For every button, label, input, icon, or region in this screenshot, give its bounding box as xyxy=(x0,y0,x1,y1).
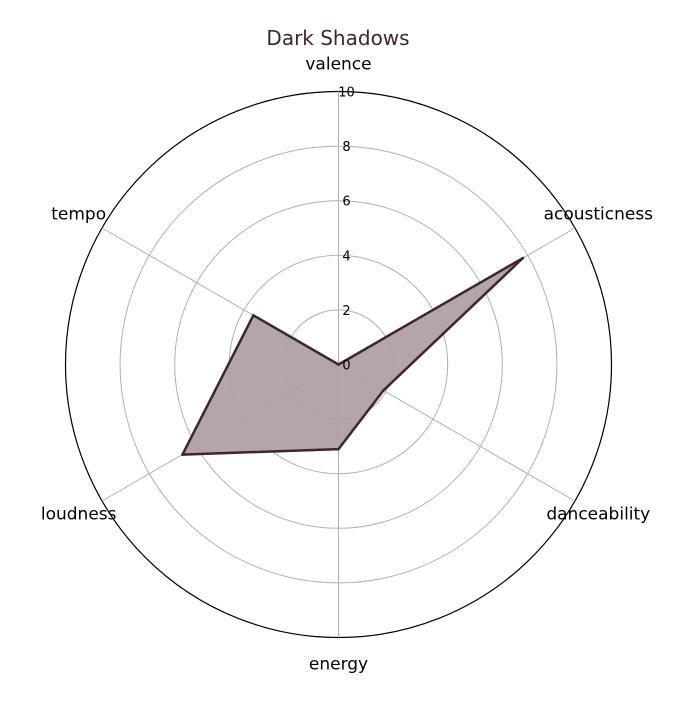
data-point-acousticness xyxy=(521,256,525,260)
axis-labels: valence acousticness danceability energy lou… xyxy=(41,55,653,675)
axis-label-loudness: loudness xyxy=(41,505,117,525)
axis-label-danceability: danceability xyxy=(546,505,650,525)
data-point-loudness xyxy=(181,453,184,456)
r-tick-label: 0 xyxy=(342,359,350,374)
r-tick-label: 8 xyxy=(342,140,350,155)
chart-title: Dark Shadows xyxy=(266,26,409,50)
axis-label-valence: valence xyxy=(305,55,371,75)
axis-label-tempo: tempo xyxy=(51,205,106,225)
r-tick-label: 6 xyxy=(342,195,350,210)
r-tick-label: 2 xyxy=(342,304,350,319)
data-point-tempo xyxy=(252,314,255,317)
axis-label-acousticness: acousticness xyxy=(544,205,654,225)
axis-label-energy: energy xyxy=(309,655,368,675)
radial-tick-labels: 0 2 4 6 8 10 xyxy=(338,86,355,374)
r-tick-label: 10 xyxy=(338,86,355,101)
data-point-valence xyxy=(337,363,340,366)
series-layer xyxy=(181,256,525,456)
data-point-danceability xyxy=(382,389,385,392)
r-tick-label: 4 xyxy=(342,249,350,264)
series-area xyxy=(182,258,523,455)
data-point-energy xyxy=(337,447,340,451)
